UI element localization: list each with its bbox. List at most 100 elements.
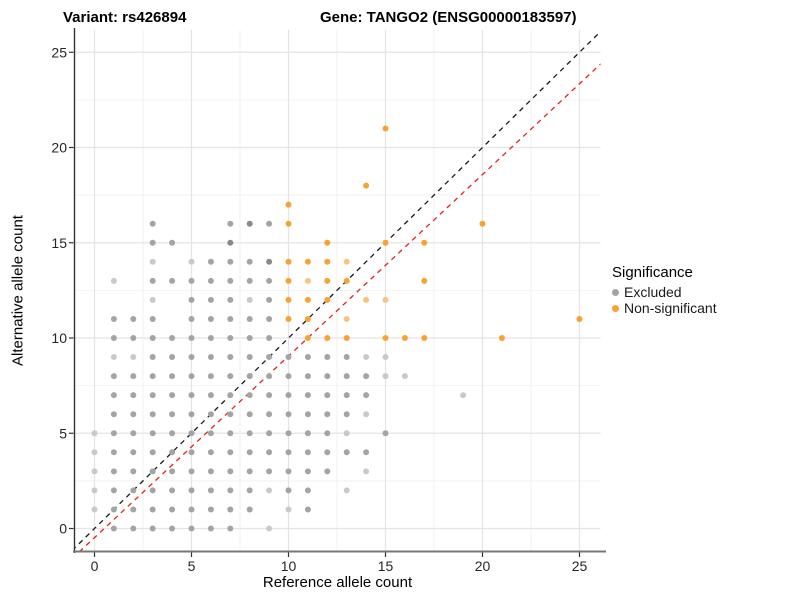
data-point-excluded [207, 411, 214, 418]
data-point-excluded [227, 220, 234, 227]
data-point-excluded [169, 392, 176, 399]
data-point-excluded [266, 430, 273, 437]
data-point-excluded [227, 506, 234, 513]
data-point-excluded [188, 258, 195, 265]
data-point-non-significant [324, 296, 331, 303]
data-point-excluded [246, 411, 253, 418]
data-point-excluded [363, 449, 370, 456]
data-point-excluded [130, 525, 137, 532]
data-point-excluded [188, 277, 195, 284]
data-point-non-significant [421, 277, 428, 284]
data-point-excluded [363, 392, 370, 399]
data-point-excluded [324, 449, 331, 456]
data-point-excluded [188, 296, 195, 303]
data-point-excluded [169, 335, 176, 341]
data-point-excluded [246, 506, 253, 513]
data-point-non-significant [363, 182, 370, 189]
data-point-non-significant [324, 335, 331, 341]
data-point-excluded [188, 506, 195, 513]
data-point-excluded [227, 449, 234, 456]
data-point-non-significant [382, 335, 389, 341]
data-point-excluded [91, 449, 98, 456]
data-point-excluded [91, 506, 98, 513]
data-point-non-significant [343, 277, 350, 284]
data-point-excluded [343, 373, 350, 380]
data-point-non-significant [285, 201, 292, 208]
data-point-excluded [149, 506, 156, 513]
data-point-excluded [304, 411, 311, 418]
data-point-excluded [130, 315, 137, 322]
data-point-excluded [246, 373, 253, 380]
data-point-excluded [207, 373, 214, 380]
data-point-excluded [149, 392, 156, 399]
data-point-excluded [110, 430, 117, 437]
data-point-excluded [149, 430, 156, 437]
data-point-excluded [246, 220, 253, 227]
data-point-excluded [227, 354, 234, 361]
data-point-excluded [149, 335, 156, 341]
data-point-excluded [246, 430, 253, 437]
data-point-excluded [91, 487, 98, 494]
data-point-non-significant [401, 335, 408, 341]
data-point-excluded [343, 449, 350, 456]
data-point-excluded [285, 487, 292, 494]
data-point-excluded [246, 335, 253, 341]
legend-item-label: Excluded [624, 284, 682, 300]
data-point-excluded [324, 392, 331, 399]
data-point-excluded [169, 506, 176, 513]
data-point-excluded [382, 354, 389, 361]
data-point-excluded [110, 449, 117, 456]
legend-item-nonsignificant: Non-significant [612, 300, 717, 316]
data-point-excluded [266, 296, 273, 303]
data-point-excluded [169, 411, 176, 418]
legend-item-label: Non-significant [624, 300, 717, 316]
data-point-excluded [149, 315, 156, 322]
data-point-excluded [169, 239, 176, 246]
data-point-non-significant [324, 277, 331, 284]
y-tick-label: 0 [59, 521, 67, 537]
data-point-non-significant [421, 335, 428, 341]
y-tick-label: 20 [51, 140, 67, 156]
data-point-non-significant [576, 315, 583, 322]
data-point-excluded [110, 506, 117, 513]
data-point-excluded [227, 468, 234, 475]
data-point-excluded [169, 430, 176, 437]
plot-title-gene: Gene: TANGO2 (ENSG00000183597) [320, 9, 577, 26]
data-point-excluded [266, 277, 273, 284]
data-point-excluded [304, 468, 311, 475]
data-point-excluded [110, 411, 117, 418]
data-point-excluded [266, 354, 273, 361]
data-point-excluded [246, 277, 253, 284]
data-point-excluded [363, 354, 370, 361]
data-point-excluded [149, 258, 156, 265]
data-point-non-significant [343, 335, 350, 341]
data-point-excluded [188, 373, 195, 380]
data-point-excluded [91, 468, 98, 475]
data-point-excluded [110, 315, 117, 322]
x-tick-label: 0 [91, 558, 99, 574]
data-point-excluded [149, 239, 156, 246]
data-point-excluded [149, 354, 156, 361]
data-point-excluded [130, 449, 137, 456]
data-point-excluded [207, 277, 214, 284]
data-point-excluded [169, 487, 176, 494]
x-tick-label: 15 [378, 558, 394, 574]
data-point-excluded [207, 468, 214, 475]
data-point-excluded [207, 315, 214, 322]
data-point-excluded [110, 373, 117, 380]
data-point-excluded [343, 430, 350, 437]
y-tick-label: 5 [59, 425, 67, 441]
data-point-excluded [382, 373, 389, 380]
data-point-excluded [285, 468, 292, 475]
data-point-excluded [343, 392, 350, 399]
x-tick-label: 25 [572, 558, 588, 574]
data-point-excluded [110, 525, 117, 532]
data-point-excluded [363, 411, 370, 418]
data-point-excluded [110, 392, 117, 399]
data-point-excluded [207, 335, 214, 341]
excluded-dot-icon [612, 288, 619, 296]
legend: Significance Excluded Non-significant [612, 264, 717, 316]
y-tick-label: 15 [51, 235, 67, 251]
data-point-non-significant [285, 277, 292, 284]
